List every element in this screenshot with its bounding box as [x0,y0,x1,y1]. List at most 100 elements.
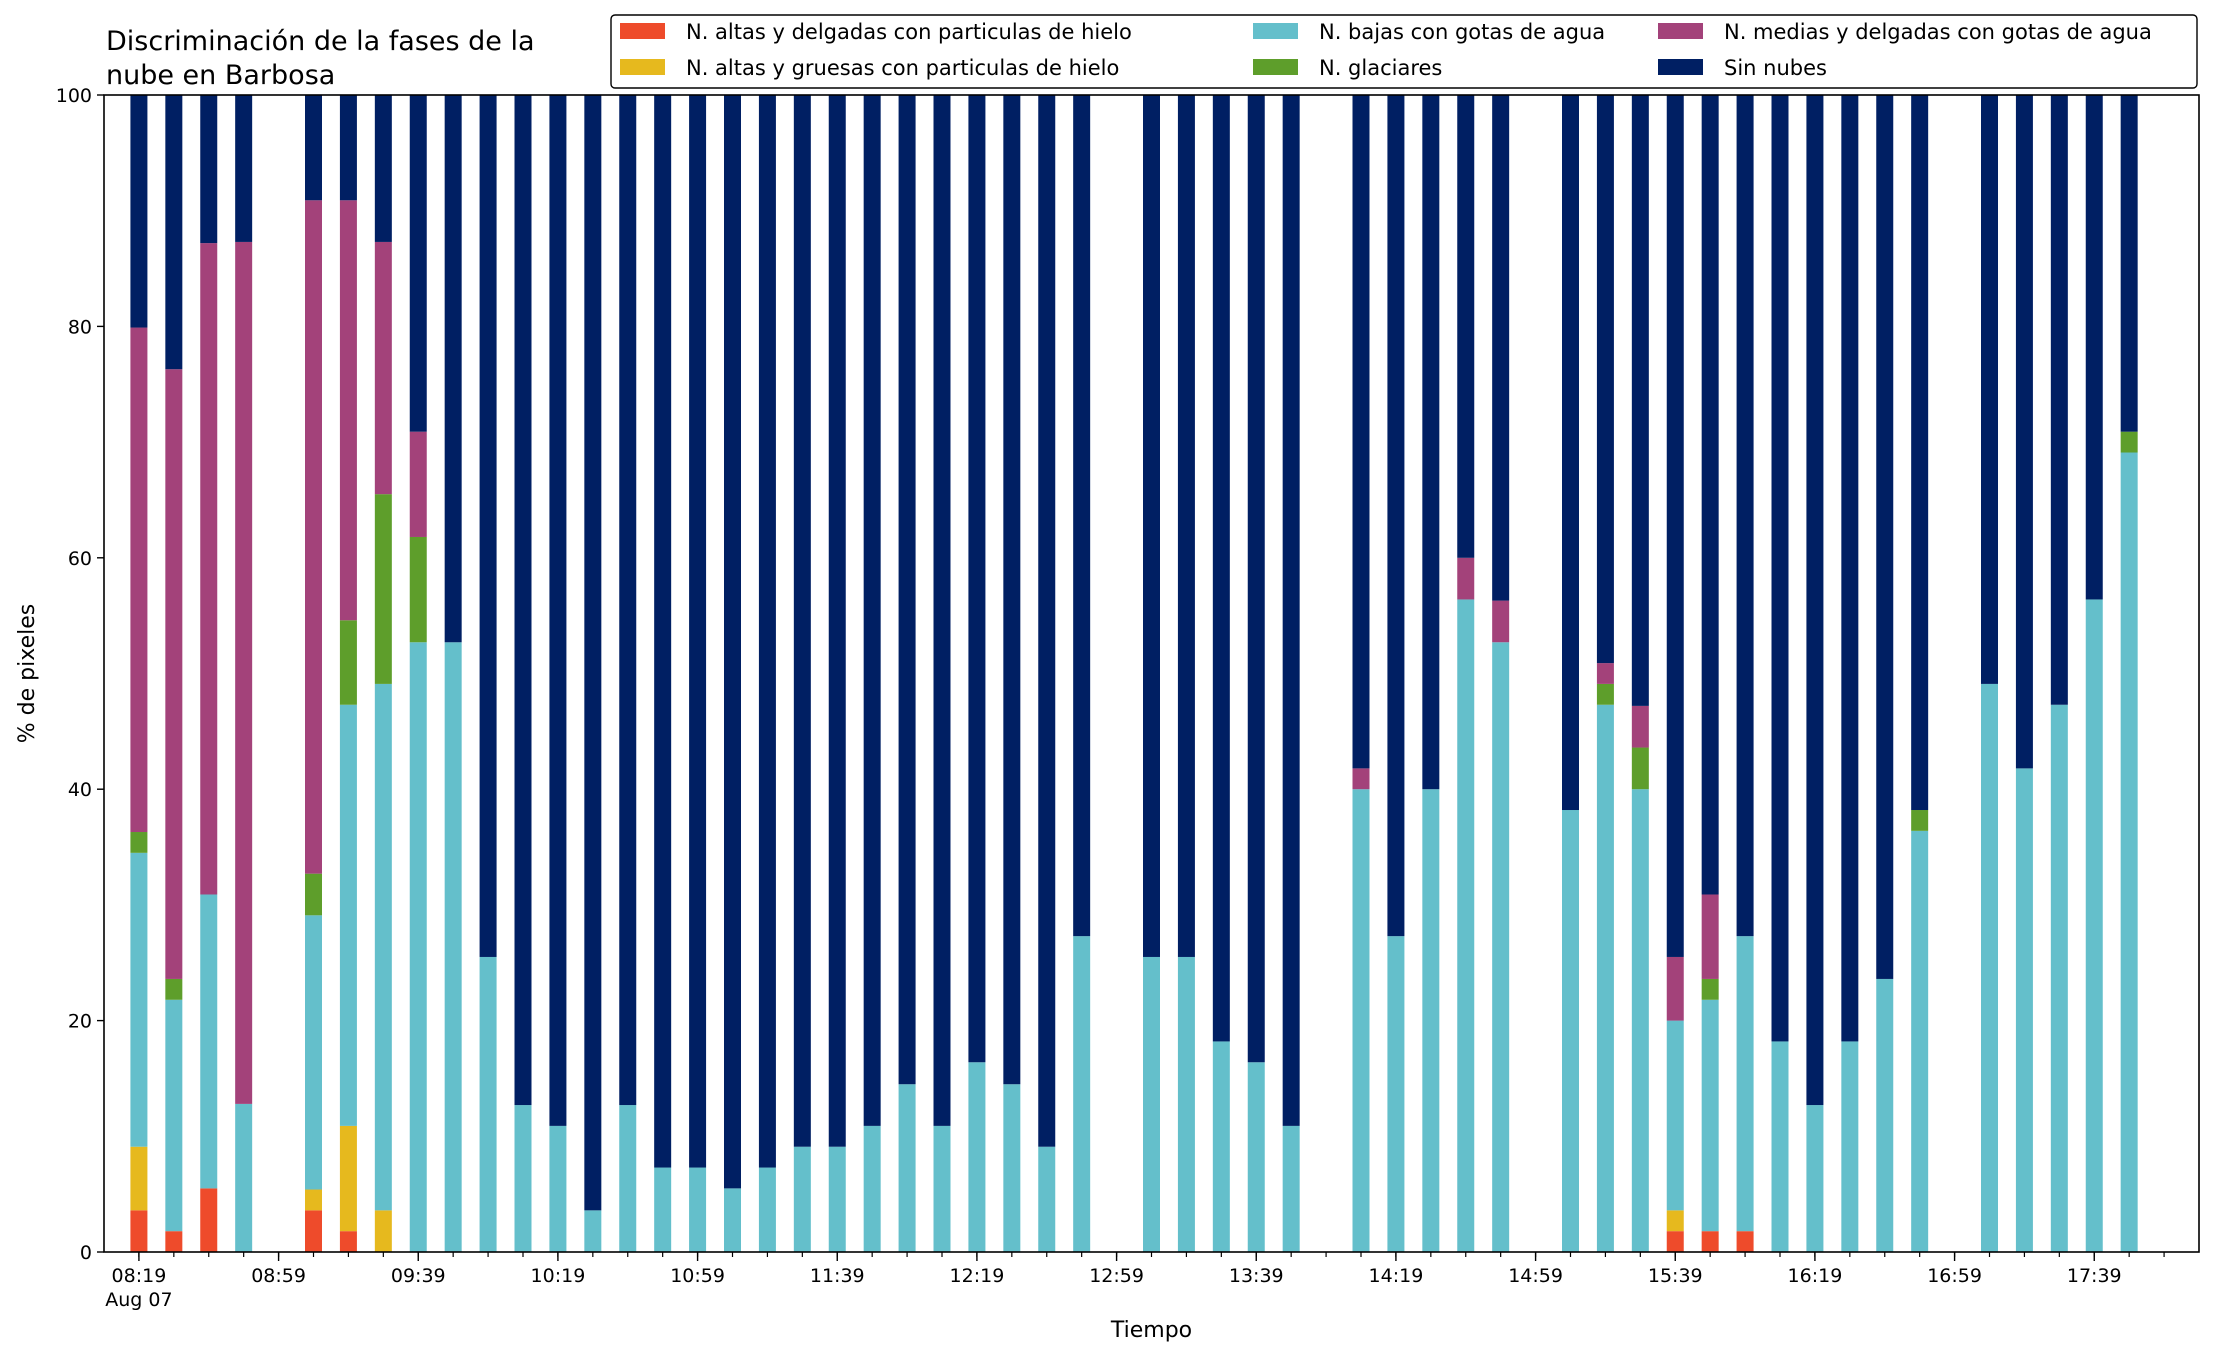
bar-segment [1212,1041,1230,1252]
bar-segment [339,200,357,621]
x-tick-sublabel: Aug 07 [105,1289,172,1311]
bar-segment [1876,978,1894,1252]
bar-segment [1492,642,1510,1252]
bar-segment [1492,600,1510,643]
bar-segment [1876,95,1894,979]
bar-segment [305,1189,322,1211]
legend-swatch [1658,23,1703,39]
bar-segment [689,1167,707,1252]
legend: N. altas y delgadas con particulas de hi… [610,14,2198,89]
bar-segment [409,642,427,1252]
bar-segment [1736,1231,1754,1252]
legend-swatch [620,23,665,39]
bar-segment [828,1146,846,1252]
bar-segment [1247,1062,1265,1252]
bar-segment [619,95,637,1106]
bar-segment [165,999,183,1232]
bar-segment [1457,557,1475,600]
bar-segment [1177,956,1195,1252]
bar-segment [1736,936,1754,1232]
x-tick-label: 16:19 [1788,1265,1843,1287]
bar-segment [2015,768,2033,1252]
bar-segment [200,1188,218,1252]
bar-segment [200,95,218,244]
legend-swatch [1658,59,1703,75]
bar-segment [2050,95,2068,705]
bar-segment [1701,95,1719,895]
bar-segment [1143,95,1160,957]
bar-segment [689,95,707,1168]
y-tick-label: 80 [68,316,92,338]
bar-segment [863,1125,881,1252]
bar-segment [2050,704,2068,1252]
bar-segment [165,95,183,370]
x-tick-label: 11:39 [810,1265,865,1287]
x-tick-label: 12:59 [1089,1265,1144,1287]
bar-segment [1003,95,1021,1085]
bar-segment [1631,789,1649,1252]
bar-segment [654,95,672,1168]
bar-segment [305,1210,322,1252]
bar-segment [2120,95,2138,432]
bar-segment [1911,810,1929,831]
bar-segment [1981,683,1998,1252]
bar-segment [793,1146,811,1252]
bar-segment [305,915,322,1190]
bar-segment [374,1210,392,1252]
y-tick-label: 40 [68,779,92,801]
bar-segment [1352,789,1370,1252]
x-tick-label: 10:19 [531,1265,586,1287]
bar-segment [1666,95,1684,957]
bar-segment [933,1125,951,1252]
bar-segment [409,536,427,643]
legend-label: N. glaciares [1319,56,1442,80]
bar-segment [1247,95,1265,1063]
bar-segment [1911,830,1929,1252]
bar-segment [305,95,322,201]
bar-segment [584,1210,602,1252]
y-axis-label: % de pixeles [15,604,40,743]
bar-segment [2120,452,2138,1252]
bar-segment [1666,1210,1684,1232]
bar-segment [1422,95,1440,790]
bar-segment [898,1084,916,1252]
legend-swatch [1253,23,1298,39]
x-tick-label: 12:19 [950,1265,1005,1287]
x-tick-label: 14:59 [1508,1265,1563,1287]
bar-segment [130,852,148,1147]
legend-label: Sin nubes [1724,56,1827,80]
bar-segment [1562,95,1579,811]
bar-segment [1387,936,1405,1252]
bar-segment [374,494,392,684]
bar-segment [1038,95,1056,1147]
bar-segment [1212,95,1230,1042]
bar-segment [1177,95,1195,957]
bar-segment [235,95,253,242]
chart-title-line: Discriminación de la fases de la [106,26,535,57]
bar-segment [1841,1041,1859,1252]
bar-segment [724,95,741,1189]
bar-segment [339,1231,357,1252]
x-axis-label: Tiempo [1110,1318,1192,1343]
bar-segment [1701,894,1719,979]
legend-label: N. altas y delgadas con particulas de hi… [686,20,1132,44]
bar-segment [724,1188,741,1252]
bar-segment [2085,599,2103,1252]
bar-segment [514,95,532,1106]
bar-segment [165,369,183,979]
bar-segment [374,241,392,495]
bar-segment [828,95,846,1147]
bar-segment [130,95,148,328]
bar-segment [2120,431,2138,453]
x-tick-label: 13:39 [1229,1265,1284,1287]
bar-segment [305,200,322,874]
bar-segment [1003,1084,1021,1252]
bar-segment [1562,810,1579,1252]
x-tick-label: 08:59 [251,1265,306,1287]
bar-segment [549,1125,567,1252]
bar-segment [1666,1020,1684,1211]
bar-segment [1736,95,1754,937]
bar-segment [1666,956,1684,1021]
bar-segment [339,620,357,705]
